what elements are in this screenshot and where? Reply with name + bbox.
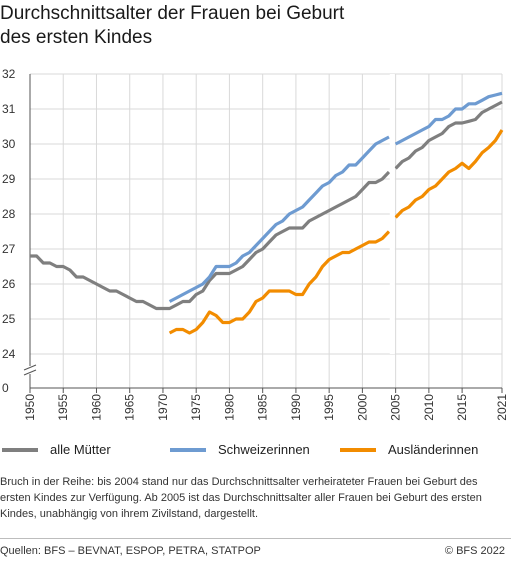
x-tick-label-1985: 1985: [256, 394, 270, 421]
x-tick-label-1975: 1975: [189, 394, 203, 421]
chart-title-line2: des ersten Kindes: [0, 27, 153, 48]
x-tick-label-2005: 2005: [389, 394, 403, 421]
footnote: Bruch in der Reihe: bis 2004 stand nur d…: [0, 476, 482, 520]
series-lines: [30, 74, 504, 354]
series-line-auslaenderinnen-b: [394, 129, 504, 219]
legend-label-alle-muetter: alle Mütter: [50, 442, 111, 457]
axis-break-mask: [24, 366, 36, 374]
x-tick-label-2010: 2010: [422, 394, 436, 421]
x-tick-label-2015: 2015: [455, 394, 469, 421]
y-tick-label-31: 31: [2, 102, 16, 116]
legend-item-alle-muetter: alle Mütter: [2, 442, 111, 457]
series-line-alle-muetter-a: [30, 170, 391, 311]
series-line-alle-muetter-b: [394, 100, 503, 170]
legend-swatch-alle-muetter: [2, 447, 38, 452]
series-line-schweizerinnen-a: [168, 135, 390, 303]
x-tick-label-1960: 1960: [89, 394, 103, 421]
source-text: Quellen: BFS – BEVNAT, ESPOP, PETRA, STA…: [0, 545, 261, 557]
series-line-auslaenderinnen-a: [168, 230, 391, 335]
x-tick-label-1995: 1995: [322, 394, 336, 421]
x-tick-label-1970: 1970: [156, 394, 170, 421]
y-tick-label-29: 29: [2, 172, 16, 186]
legend-item-schweizerinnen: Schweizerinnen: [170, 442, 310, 457]
grid-lines: [29, 73, 503, 388]
series-break-gap: [389, 74, 395, 354]
legend-label-auslaenderinnen: Ausländerinnen: [388, 442, 479, 457]
line-chart: 0 24 25 26 27 28 29 30 31 32 1950 1955 1960 1965 1970 1…: [2, 67, 509, 421]
legend-swatch-auslaenderinnen: [340, 447, 376, 452]
y-tick-label-0: 0: [2, 381, 9, 395]
chart-title: Durchschnittsalter der Frauen bei Geburt…: [0, 2, 505, 50]
legend-label-schweizerinnen: Schweizerinnen: [218, 442, 310, 457]
legend-item-auslaenderinnen: Ausländerinnen: [340, 442, 478, 457]
y-tick-label-28: 28: [2, 207, 16, 221]
x-tick-label-1980: 1980: [222, 394, 236, 421]
legend-swatch-schweizerinnen: [170, 447, 206, 452]
x-tick-label-2000: 2000: [355, 394, 369, 421]
copyright-text: © BFS 2022: [444, 545, 505, 557]
x-tick-label-1965: 1965: [123, 394, 137, 421]
y-tick-label-25: 25: [2, 312, 16, 326]
chart-title-line1: Durchschnittsalter der Frauen bei Geburt: [0, 3, 345, 24]
x-tick-label-2021: 2021: [495, 394, 509, 421]
x-tick-label-1955: 1955: [56, 394, 70, 421]
tick-labels: 0 24 25 26 27 28 29 30 31 32 1950 1955 1960 1965 1970 1…: [2, 67, 509, 421]
x-tick-label-1990: 1990: [289, 394, 303, 421]
axis-break-mark-upper: [23, 364, 37, 371]
axes: [23, 74, 503, 393]
series-line-schweizerinnen-b: [394, 91, 503, 146]
x-tick-label-1950: 1950: [23, 394, 37, 421]
y-tick-label-30: 30: [2, 137, 16, 151]
y-tick-label-32: 32: [2, 67, 16, 81]
axis-break-mark-lower: [23, 369, 37, 376]
y-tick-label-24: 24: [2, 347, 16, 361]
footer-divider: [0, 538, 511, 539]
y-tick-label-26: 26: [2, 277, 16, 291]
y-tick-label-27: 27: [2, 242, 16, 256]
legend: alle Mütter Schweizerinnen Ausländerinne…: [0, 442, 511, 462]
